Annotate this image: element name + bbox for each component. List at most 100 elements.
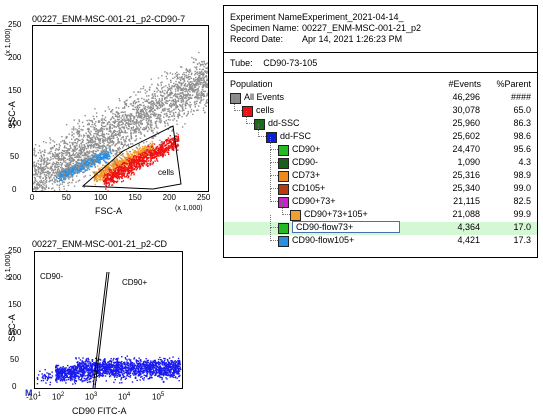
scatter-point-red	[150, 158, 152, 160]
scatter-point-grey	[69, 148, 71, 150]
scatter-point-grey	[118, 126, 120, 128]
scatter-point-grey	[66, 143, 69, 146]
scatter-point-blue	[90, 377, 92, 379]
scatter-point-red	[122, 162, 124, 164]
scatter-point-blue	[37, 378, 39, 381]
scatter-point-grey	[50, 156, 52, 158]
scatter-point-orange	[105, 175, 107, 178]
scatter-point-grey	[165, 75, 167, 78]
scatter-point-grey	[92, 157, 94, 159]
scatter-point-grey	[147, 106, 149, 109]
scatter-point-grey	[118, 151, 120, 154]
scatter-point-blue	[63, 170, 65, 172]
scatter-point-grey	[199, 63, 202, 66]
scatter-point-grey	[130, 132, 132, 134]
scatter-point-orange	[136, 151, 138, 153]
scatter-point-grey	[105, 127, 108, 130]
scatter-point-orange	[118, 160, 121, 163]
scatter-point-grey	[149, 109, 152, 111]
scatter-point-grey	[177, 97, 179, 99]
scatter-point-grey	[115, 143, 117, 145]
scatter-point-blue	[74, 169, 77, 172]
scatter-point-grey	[113, 129, 116, 132]
plot2-area[interactable]	[34, 251, 183, 389]
scatter-point-orange	[122, 155, 124, 157]
scatter-point-grey	[163, 116, 165, 118]
scatter-point-grey	[75, 152, 78, 154]
scatter-point-grey	[170, 91, 173, 93]
scatter-point-blue	[47, 375, 50, 377]
scatter-point-grey	[94, 140, 96, 143]
scatter-point-grey	[118, 130, 120, 133]
scatter-point-grey	[135, 114, 138, 117]
scatter-point-grey	[198, 72, 200, 75]
scatter-point-grey	[187, 92, 189, 95]
scatter-point-red	[154, 155, 156, 157]
scatter-point-grey	[192, 91, 194, 93]
scatter-point-grey	[37, 160, 40, 162]
scatter-point-grey	[35, 171, 37, 174]
scatter-point-blue	[64, 175, 66, 177]
scatter-point-red	[138, 153, 140, 155]
scatter-point-grey	[179, 95, 182, 97]
scatter-point-grey	[194, 96, 196, 99]
scatter-point-grey	[79, 139, 81, 142]
scatter-point-grey	[171, 92, 174, 94]
scatter-point-orange	[137, 154, 139, 156]
scatter-point-grey	[64, 141, 66, 143]
scatter-point-grey	[73, 119, 75, 121]
scatter-point-orange	[102, 179, 104, 181]
scatter-point-grey	[71, 134, 73, 136]
scatter-point-grey	[182, 106, 184, 108]
scatter-point-grey	[161, 81, 163, 83]
scatter-point-grey	[33, 176, 36, 179]
scatter-point-grey	[51, 165, 53, 167]
scatter-point-grey	[58, 143, 60, 145]
scatter-point-grey	[44, 149, 46, 152]
scatter-point-grey	[54, 149, 57, 152]
scatter-point-grey	[87, 130, 90, 132]
scatter-point-grey	[63, 161, 65, 163]
scatter-point-grey	[195, 84, 197, 86]
scatter-point-blue	[74, 379, 76, 381]
scatter-point-grey	[138, 128, 141, 130]
scatter-point-grey	[70, 168, 72, 170]
scatter-point-red	[120, 168, 122, 171]
scatter-point-grey	[150, 119, 152, 122]
scatter-point-grey	[134, 130, 136, 132]
scatter-point-grey	[154, 135, 156, 137]
scatter-point-grey	[60, 159, 62, 162]
scatter-point-red	[149, 160, 152, 162]
scatter-point-grey	[160, 94, 162, 96]
scatter-point-blue	[70, 172, 72, 174]
scatter-point-orange	[146, 144, 149, 147]
scatter-point-red	[156, 155, 158, 157]
scatter-point-grey	[171, 86, 173, 88]
scatter-point-grey	[93, 123, 96, 126]
scatter-point-grey	[33, 149, 35, 151]
scatter-point-grey	[94, 129, 96, 131]
scatter-point-grey	[99, 146, 101, 149]
scatter-point-grey	[77, 131, 79, 133]
scatter-point-grey	[150, 106, 152, 108]
scatter-point-grey	[72, 178, 74, 181]
scatter-point-grey	[117, 123, 119, 125]
scatter-point-blue	[102, 153, 104, 156]
scatter-point-grey	[181, 96, 183, 98]
scatter-point-grey	[166, 115, 168, 117]
scatter-point-grey	[33, 174, 35, 176]
scatter-point-grey	[139, 115, 142, 117]
scatter-point-grey	[143, 112, 145, 114]
scatter-point-grey	[64, 142, 66, 144]
scatter-point-grey	[145, 99, 148, 101]
scatter-point-blue	[83, 377, 85, 380]
scatter-point-grey	[57, 162, 59, 164]
scatter-point-grey	[108, 147, 110, 149]
scatter-point-grey	[194, 70, 196, 73]
plot1-area[interactable]	[32, 25, 209, 192]
scatter-point-grey	[50, 150, 52, 152]
scatter-point-grey	[35, 188, 37, 190]
scatter-point-red	[107, 179, 109, 181]
scatter-point-blue	[104, 153, 106, 155]
scatter-point-orange	[100, 178, 102, 181]
